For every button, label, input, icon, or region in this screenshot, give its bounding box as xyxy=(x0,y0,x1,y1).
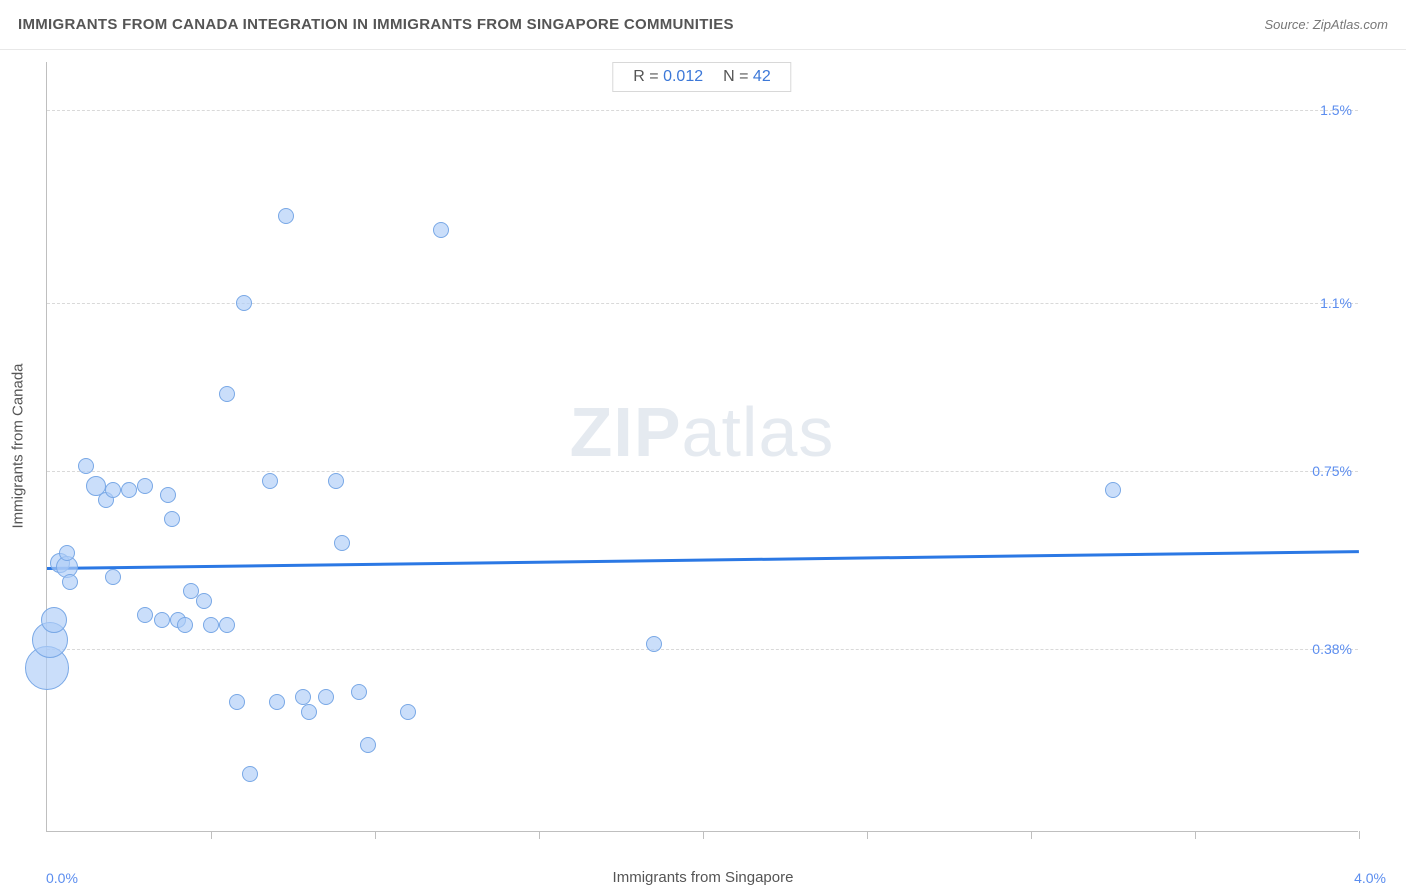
scatter-point xyxy=(360,737,376,753)
x-axis-min: 0.0% xyxy=(46,870,78,886)
scatter-point xyxy=(400,704,416,720)
scatter-point xyxy=(262,473,278,489)
scatter-point xyxy=(646,636,662,652)
scatter-point xyxy=(137,478,153,494)
source-attribution: Source: ZipAtlas.com xyxy=(1264,17,1388,32)
scatter-point xyxy=(242,766,258,782)
stats-box: R = 0.012 N = 42 xyxy=(612,62,791,92)
y-tick-label: 0.38% xyxy=(1312,641,1352,657)
scatter-point xyxy=(105,482,121,498)
chart-area: ZIPatlas 0.38%0.75%1.1%1.5% R = 0.012 N … xyxy=(46,62,1358,832)
source-name: ZipAtlas.com xyxy=(1313,17,1388,32)
source-prefix: Source: xyxy=(1264,17,1312,32)
scatter-point xyxy=(269,694,285,710)
x-tick xyxy=(1031,831,1032,839)
x-tick xyxy=(867,831,868,839)
stat-n: N = 42 xyxy=(723,68,771,86)
x-tick xyxy=(703,831,704,839)
stat-n-value: 42 xyxy=(753,68,771,85)
y-tick-label: 1.1% xyxy=(1320,295,1352,311)
scatter-point xyxy=(41,607,67,633)
gridline xyxy=(47,471,1358,472)
scatter-point xyxy=(236,295,252,311)
scatter-point xyxy=(62,574,78,590)
plot-region: 0.38% 0.75% 1.1% 1.5% xyxy=(46,62,1358,832)
x-tick xyxy=(1359,831,1360,839)
scatter-point xyxy=(203,617,219,633)
gridline xyxy=(47,649,1358,650)
scatter-point xyxy=(177,617,193,633)
scatter-point xyxy=(164,511,180,527)
scatter-point xyxy=(229,694,245,710)
x-axis-max: 4.0% xyxy=(1354,870,1386,886)
scatter-point xyxy=(160,487,176,503)
scatter-point xyxy=(351,684,367,700)
x-tick xyxy=(539,831,540,839)
scatter-point xyxy=(301,704,317,720)
scatter-point xyxy=(78,458,94,474)
scatter-point xyxy=(219,386,235,402)
y-tick-label: 0.75% xyxy=(1312,463,1352,479)
scatter-point xyxy=(59,545,75,561)
y-tick-label: 1.5% xyxy=(1320,102,1352,118)
gridline xyxy=(47,110,1358,111)
regression-line xyxy=(47,550,1359,569)
scatter-point xyxy=(1105,482,1121,498)
x-tick xyxy=(1195,831,1196,839)
chart-title: IMMIGRANTS FROM CANADA INTEGRATION IN IM… xyxy=(18,16,734,33)
stat-r-label: R = xyxy=(633,68,658,85)
stat-n-label: N = xyxy=(723,68,748,85)
scatter-point xyxy=(278,208,294,224)
x-tick xyxy=(375,831,376,839)
scatter-point xyxy=(137,607,153,623)
scatter-point xyxy=(318,689,334,705)
chart-header: IMMIGRANTS FROM CANADA INTEGRATION IN IM… xyxy=(0,0,1406,50)
stat-r-value: 0.012 xyxy=(663,68,703,85)
scatter-point xyxy=(105,569,121,585)
x-tick xyxy=(211,831,212,839)
scatter-point xyxy=(154,612,170,628)
y-axis-label: Immigrants from Canada xyxy=(10,363,27,528)
x-axis-label: Immigrants from Singapore xyxy=(613,869,794,886)
scatter-point xyxy=(328,473,344,489)
scatter-point xyxy=(433,222,449,238)
scatter-point xyxy=(121,482,137,498)
scatter-point xyxy=(219,617,235,633)
scatter-point xyxy=(196,593,212,609)
stat-r: R = 0.012 xyxy=(633,68,703,86)
scatter-point xyxy=(334,535,350,551)
